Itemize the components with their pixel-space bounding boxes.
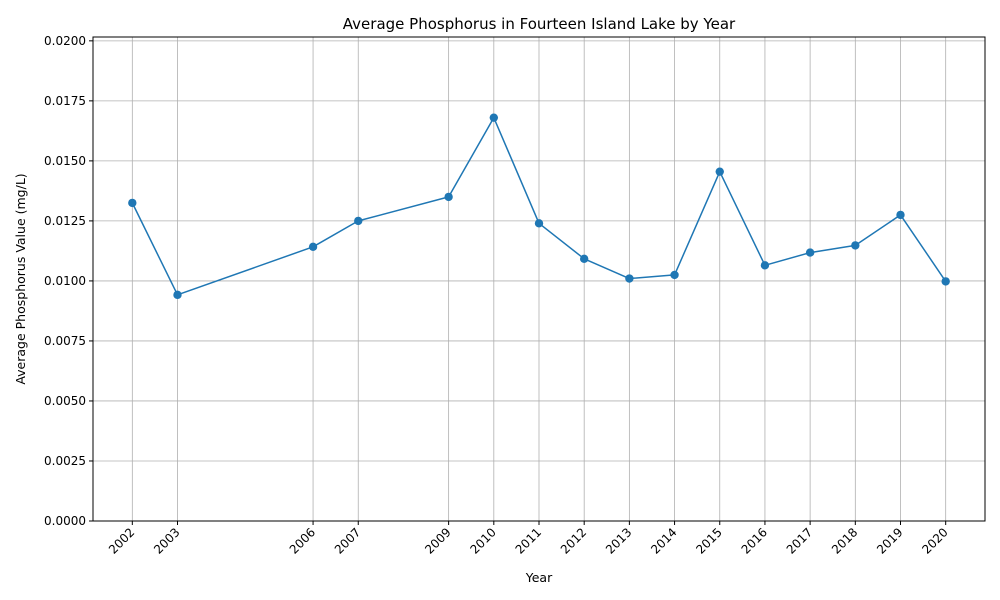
grid-lines [93,37,985,522]
y-tick-label: 0.0150 [44,154,86,168]
data-point [760,261,770,270]
series-line [131,116,947,296]
y-axis-ticks: 0.0000 0.0025 0.0050 0.0075 0.0100 0.0125 0.01… [44,34,93,528]
x-tick-label: 2007 [332,525,363,556]
series-layer [128,113,950,300]
y-tick-label: 0.0100 [44,274,86,288]
x-tick-label: 2003 [151,525,182,556]
y-tick-label: 0.0200 [44,34,86,48]
data-point [173,290,182,300]
x-tick-label: 2018 [829,525,860,556]
x-tick-label: 2002 [106,525,137,556]
y-tick-label: 0.0125 [44,214,86,228]
x-tick-label: 2009 [422,525,453,556]
x-tick-label: 2017 [784,525,815,556]
data-point [715,167,724,176]
data-point [489,113,499,122]
x-tick-label: 2015 [693,525,724,556]
data-point [851,241,860,250]
x-tick-label: 2006 [287,525,318,556]
y-tick-label: 0.0050 [44,394,86,408]
y-tick-label: 0.0175 [44,94,86,108]
x-tick-label: 2010 [467,525,498,556]
x-tick-label: 2014 [648,525,679,556]
x-tick-label: 2012 [558,525,589,556]
y-tick-label: 0.0075 [44,334,86,348]
x-axis-ticks: 2002 2003 2006 2007 2009 2010 2011 2012 2013 2014… [106,521,951,557]
data-point [941,277,950,286]
x-tick-label: 2019 [874,525,905,556]
data-point [128,198,137,208]
x-tick-label: 2011 [513,525,544,556]
plot-frame [92,36,986,522]
data-point [308,242,318,252]
data-point [444,192,453,202]
y-axis-label: Average Phosphorus Value (mg/L) [13,173,28,384]
chart-title: Average Phosphorus in Fourteen Island La… [343,15,736,33]
data-point [625,274,634,283]
x-tick-label: 2016 [739,525,770,556]
x-tick-label: 2020 [919,525,950,556]
data-point [579,254,589,264]
x-axis-label: Year [525,570,553,585]
data-point [670,270,679,280]
data-point [896,210,905,220]
data-point [354,216,363,226]
data-point [534,219,544,228]
data-point [805,248,815,257]
y-tick-label: 0.0000 [44,514,86,528]
y-tick-label: 0.0025 [44,454,86,468]
x-tick-label: 2013 [603,525,634,556]
